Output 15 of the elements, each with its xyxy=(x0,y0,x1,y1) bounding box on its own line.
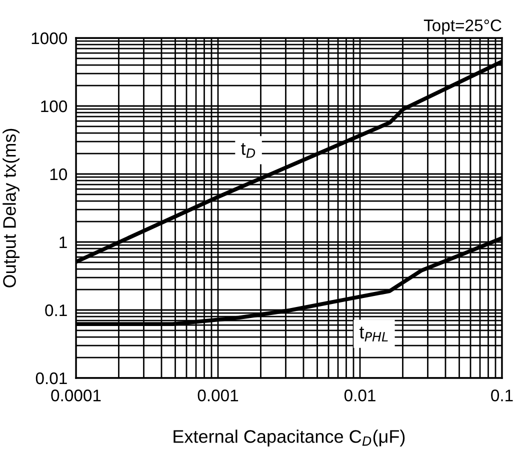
y-tick-label: 100 xyxy=(41,100,68,112)
x-tick-label: 0.1 xyxy=(491,390,513,402)
x-axis-title: External Capacitance C$_{D}$(μF) xyxy=(174,430,405,446)
series-label: t$_{D}$ xyxy=(241,143,256,158)
x-tick-label: 0.0001 xyxy=(51,390,101,402)
x-tick-label: 0.001 xyxy=(198,390,238,402)
x-tick-label: 0.01 xyxy=(344,390,376,402)
y-tick-label: 1000 xyxy=(32,32,68,44)
series-label: t$_{PHL}$ xyxy=(359,326,388,342)
y-tick-label: 0.01 xyxy=(36,372,67,384)
y-tick-label: 0.1 xyxy=(45,304,67,316)
text: Topt=25°C xyxy=(424,20,502,35)
y-axis-title: Output Delay tx(ms) xyxy=(2,128,20,288)
y-tick-label: 10 xyxy=(50,168,68,180)
y-tick-label: 1 xyxy=(60,236,67,248)
